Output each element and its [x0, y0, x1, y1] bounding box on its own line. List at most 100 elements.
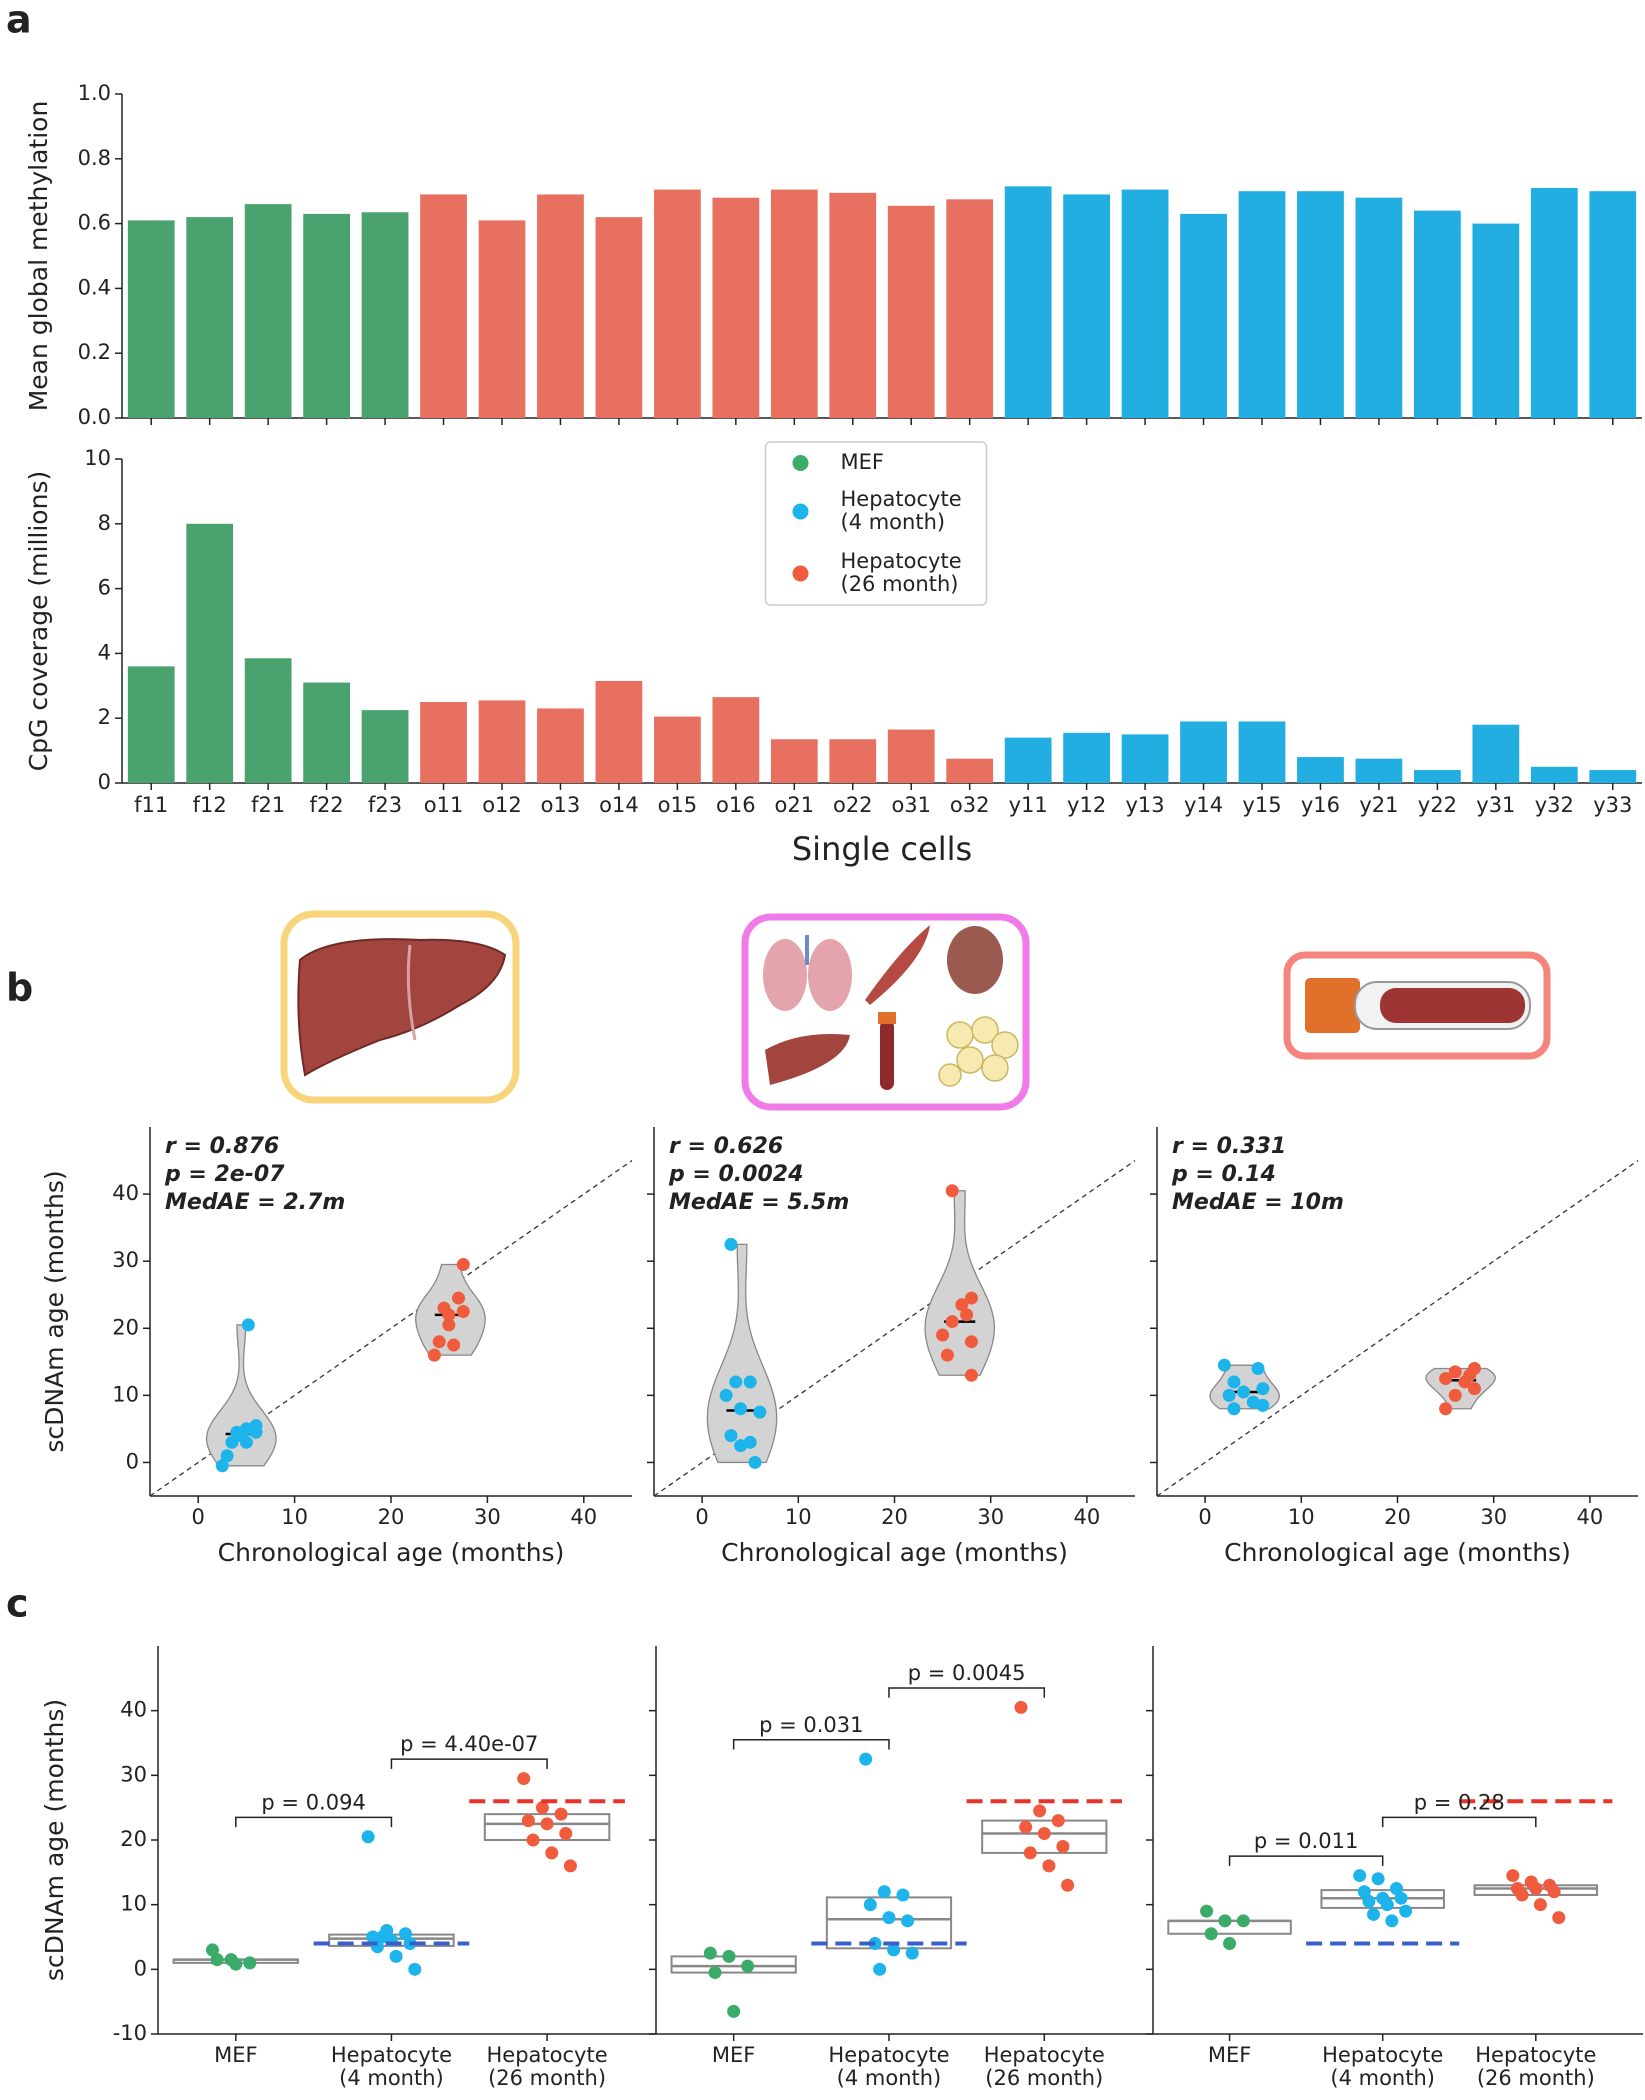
bar: [1297, 191, 1344, 418]
y-tick-label: -10: [113, 2021, 147, 2045]
x-tick-label: y22: [1418, 793, 1457, 817]
y-tick-label: 40: [112, 1181, 139, 1205]
point: [703, 1946, 717, 1960]
y-tick-label: 0: [98, 770, 111, 794]
point: [366, 1930, 380, 1944]
bar: [829, 192, 877, 418]
x-tick-label: MEF: [712, 2043, 755, 2067]
y-tick-label: 20: [120, 1827, 147, 1851]
point: [1467, 1382, 1481, 1396]
point: [1037, 1827, 1051, 1841]
x-tick-label: Hepatocyte (4 month): [331, 2043, 452, 2090]
bar: [361, 710, 409, 783]
y-axis-label: CpG coverage (millions): [24, 471, 53, 771]
point: [960, 1308, 974, 1322]
point: [215, 1459, 229, 1473]
point: [249, 1425, 263, 1439]
point: [205, 1943, 219, 1957]
point: [945, 1184, 959, 1198]
y-tick-label: 10: [120, 1892, 147, 1916]
point: [1217, 1358, 1231, 1372]
bar: [946, 758, 994, 783]
stat-annotation: MedAE = 10m: [1172, 1190, 1344, 1215]
bar: [478, 220, 526, 418]
point: [432, 1335, 446, 1349]
bar: [1589, 770, 1637, 783]
bar: [127, 666, 175, 783]
y-axis-label: scDNAm age (months): [40, 1170, 69, 1452]
point: [1533, 1898, 1547, 1912]
point: [437, 1301, 451, 1315]
bar: [946, 199, 994, 418]
bar: [1355, 758, 1403, 783]
y-tick-label: 10: [84, 446, 111, 470]
x-tick-label: 20: [881, 1505, 908, 1529]
bar: [770, 739, 818, 783]
bar: [1238, 721, 1286, 783]
point: [1033, 1804, 1047, 1818]
x-tick-label: f21: [251, 793, 285, 817]
bar: [303, 213, 350, 418]
point: [1256, 1382, 1270, 1396]
bar: [244, 204, 292, 418]
y-tick-label: 0.8: [78, 146, 111, 170]
y-tick-label: 0.0: [78, 405, 111, 429]
point: [540, 1817, 554, 1831]
point: [1061, 1878, 1075, 1892]
point: [945, 1315, 959, 1329]
organs-icon: [741, 913, 1030, 1111]
point: [936, 1328, 950, 1342]
bar: [1063, 732, 1110, 783]
point: [517, 1772, 531, 1786]
x-tick-label: y31: [1476, 793, 1515, 817]
point: [1394, 1891, 1408, 1905]
point: [1448, 1388, 1462, 1402]
point: [1515, 1888, 1529, 1902]
stat-annotation: r = 0.626: [669, 1134, 783, 1159]
bar: [186, 523, 234, 783]
bar: [887, 205, 935, 418]
point: [905, 1946, 919, 1960]
bar: [1472, 223, 1520, 418]
x-tick-label: f11: [134, 793, 168, 817]
point: [1223, 1936, 1237, 1950]
liver-icon: [280, 910, 520, 1104]
x-tick-label: 0: [1198, 1505, 1211, 1529]
legend-label: MEF: [841, 450, 884, 474]
significance-bracket: [1381, 1816, 1537, 1828]
point: [243, 1956, 257, 1970]
point: [901, 1914, 915, 1928]
x-tick-label: y16: [1301, 793, 1340, 817]
x-tick-label: 30: [1480, 1505, 1507, 1529]
bar: [1589, 191, 1637, 418]
point: [743, 1375, 757, 1389]
box: [483, 1813, 611, 1841]
bar: [537, 194, 584, 418]
point: [887, 1943, 901, 1957]
x-tick-label: o13: [541, 793, 581, 817]
x-tick-label: y15: [1242, 793, 1281, 817]
bar: [712, 697, 760, 783]
panel-label: c: [6, 1582, 29, 1626]
bar: [770, 189, 818, 418]
bar: [712, 197, 760, 418]
point: [1227, 1402, 1241, 1416]
x-tick-label: 30: [474, 1505, 501, 1529]
point: [748, 1455, 762, 1469]
point: [877, 1885, 891, 1899]
bar: [1414, 210, 1461, 418]
legend-label: Hepatocyte (26 month): [841, 549, 962, 596]
point: [559, 1827, 573, 1841]
point: [210, 1953, 224, 1967]
bar: [1530, 187, 1578, 418]
stat-annotation: MedAE = 5.5m: [669, 1190, 849, 1215]
stat-annotation: p = 2e-07: [164, 1162, 285, 1187]
point: [1218, 1914, 1232, 1928]
panel-label: b: [6, 966, 33, 1010]
point: [375, 1930, 389, 1944]
point: [521, 1814, 535, 1828]
x-tick-label: o21: [775, 793, 815, 817]
point: [535, 1801, 549, 1815]
point: [1439, 1402, 1453, 1416]
point: [1458, 1375, 1472, 1389]
